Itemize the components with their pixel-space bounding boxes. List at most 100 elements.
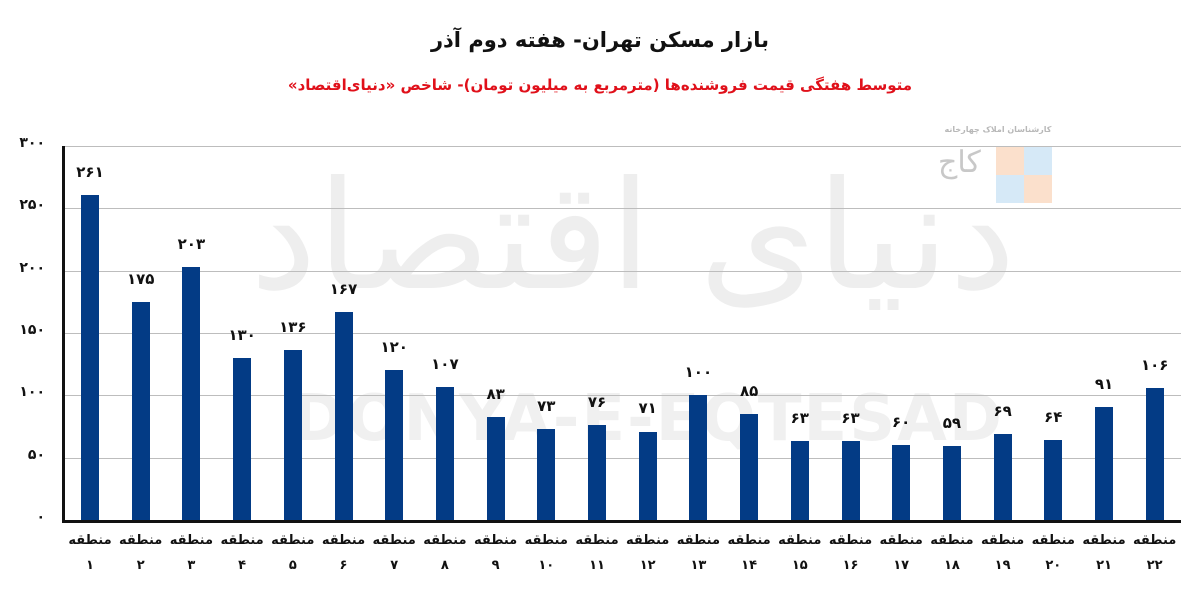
x-tick-number: ۱ [86, 558, 94, 573]
bar [1044, 440, 1063, 520]
x-tick-label: منطقه ۹ [470, 528, 522, 578]
bar [131, 301, 150, 520]
logo-mark: کاج [938, 145, 981, 180]
x-tick-prefix: منطقه [423, 533, 467, 548]
x-tick-prefix: منطقه [930, 533, 974, 548]
x-tick-number: ۱۷ [893, 558, 910, 573]
bar-value-label: ۶۳ [841, 409, 860, 428]
gridline [65, 333, 1181, 334]
y-tick-label: ۳۰۰ [19, 135, 45, 151]
x-tick-prefix: منطقه [119, 533, 163, 548]
bar-value-label: ۶۰ [892, 413, 911, 432]
x-tick-prefix: منطقه [321, 533, 366, 548]
bar-value-label: ۷۶ [587, 393, 607, 412]
y-axis-line [62, 146, 65, 523]
chart-subtitle: متوسط هفتگی قیمت فروشنده‌ها (مترمربع به … [287, 76, 913, 94]
bar-value-label: ۶۴ [1044, 408, 1063, 427]
x-tick-label: منطقه ۲۲ [1129, 528, 1181, 578]
x-tick-label: منطقه ۱۴ [723, 528, 775, 578]
bar [638, 431, 657, 520]
x-tick-prefix: منطقه [676, 533, 721, 548]
bar-value-label: ۶۹ [993, 401, 1012, 420]
x-tick-label: منطقه ۱۵ [774, 528, 826, 578]
x-tick-label: منطقه ۲۱ [1078, 528, 1130, 578]
bar [689, 395, 708, 520]
x-tick-prefix: منطقه [1031, 533, 1075, 548]
bar-value-label: ۶۳ [790, 409, 809, 428]
x-tick-number: ۱۸ [943, 558, 960, 573]
x-tick-number: ۲۱ [1096, 558, 1112, 573]
x-tick-label: منطقه ۴ [216, 528, 268, 578]
x-tick-prefix: منطقه [220, 533, 264, 548]
x-tick-label: منطقه ۶ [318, 528, 370, 578]
x-tick-prefix: منطقه [1133, 533, 1177, 548]
x-tick-number: ۴ [238, 558, 247, 573]
bar-value-label: ۷۱ [638, 399, 657, 418]
bar-value-label: ۷۳ [537, 396, 556, 415]
bar [182, 266, 201, 520]
x-tick-number: ۱۰ [538, 558, 555, 573]
x-tick-prefix: منطقه [575, 533, 619, 548]
bar [233, 357, 252, 520]
bar-value-label: ۱۳۶ [279, 318, 307, 337]
x-tick-number: ۷ [390, 558, 399, 573]
x-tick-prefix: منطقه [271, 533, 315, 548]
chart-title: بازار مسکن تهران- هفته دوم آذر [430, 28, 770, 52]
x-tick-label: منطقه ۲۰ [1027, 528, 1079, 578]
y-tick-label: ۰ [36, 509, 45, 525]
x-tick-number: ۸ [440, 558, 449, 573]
x-tick-label: منطقه ۷ [368, 528, 420, 578]
x-tick-prefix: منطقه [828, 533, 873, 548]
x-tick-prefix: منطقه [473, 533, 518, 548]
x-tick-prefix: منطقه [778, 533, 822, 548]
x-tick-label: منطقه ۱۲ [622, 528, 674, 578]
x-tick-number: ۹ [491, 558, 500, 573]
bar [435, 386, 454, 520]
x-tick-prefix: منطقه [68, 533, 112, 548]
x-tick-number: ۶ [339, 558, 348, 573]
x-tick-number: ۳ [187, 558, 196, 573]
bar-value-label: ۱۷۵ [126, 269, 155, 288]
x-tick-number: ۱۵ [791, 558, 808, 573]
x-tick-prefix: منطقه [626, 533, 670, 548]
gridline [65, 146, 1181, 147]
x-tick-label: منطقه ۱۶ [825, 528, 877, 578]
y-tick-label: ۱۰۰ [19, 384, 45, 401]
bar [942, 446, 961, 520]
bar [790, 441, 809, 520]
bar-value-label: ۱۳۰ [228, 325, 256, 344]
x-tick-number: ۲ [136, 558, 145, 573]
bar-value-label: ۲۰۳ [177, 234, 206, 253]
bar-value-label: ۹۱ [1094, 374, 1114, 393]
x-axis-line [62, 520, 1181, 523]
bar [1095, 406, 1113, 520]
gridline [65, 395, 1181, 397]
bar [892, 445, 911, 520]
x-tick-label: منطقه ۲ [115, 528, 167, 578]
x-tick-number: ۱۹ [994, 558, 1011, 573]
gridline [65, 457, 1181, 459]
bar-value-label: ۲۶۱ [76, 162, 104, 181]
bar-value-label: ۱۲۰ [380, 338, 408, 357]
bar [385, 370, 404, 520]
bar-value-label: ۱۶۷ [329, 279, 358, 298]
x-tick-prefix: منطقه [524, 533, 568, 548]
logo-square-icon [996, 147, 1024, 175]
y-tick-label: ۲۰۰ [19, 259, 45, 276]
x-tick-prefix: منطقه [169, 533, 214, 548]
gridline [65, 208, 1181, 210]
bar [81, 194, 99, 520]
x-tick-label: منطقه ۱ [64, 528, 116, 578]
x-tick-number: ۱۲ [639, 558, 656, 573]
x-tick-number: ۵ [288, 558, 297, 573]
x-tick-number: ۱۱ [589, 558, 605, 573]
bar [588, 425, 606, 520]
y-tick-label: ۲۵۰ [19, 197, 45, 214]
bar [537, 429, 556, 520]
x-tick-number: ۱۳ [690, 558, 707, 573]
y-tick-label: ۵۰ [27, 446, 45, 463]
x-tick-prefix: منطقه [372, 533, 416, 548]
x-tick-label: منطقه ۱۹ [977, 528, 1029, 578]
x-tick-prefix: منطقه [727, 533, 771, 548]
x-tick-label: منطقه ۸ [419, 528, 471, 578]
